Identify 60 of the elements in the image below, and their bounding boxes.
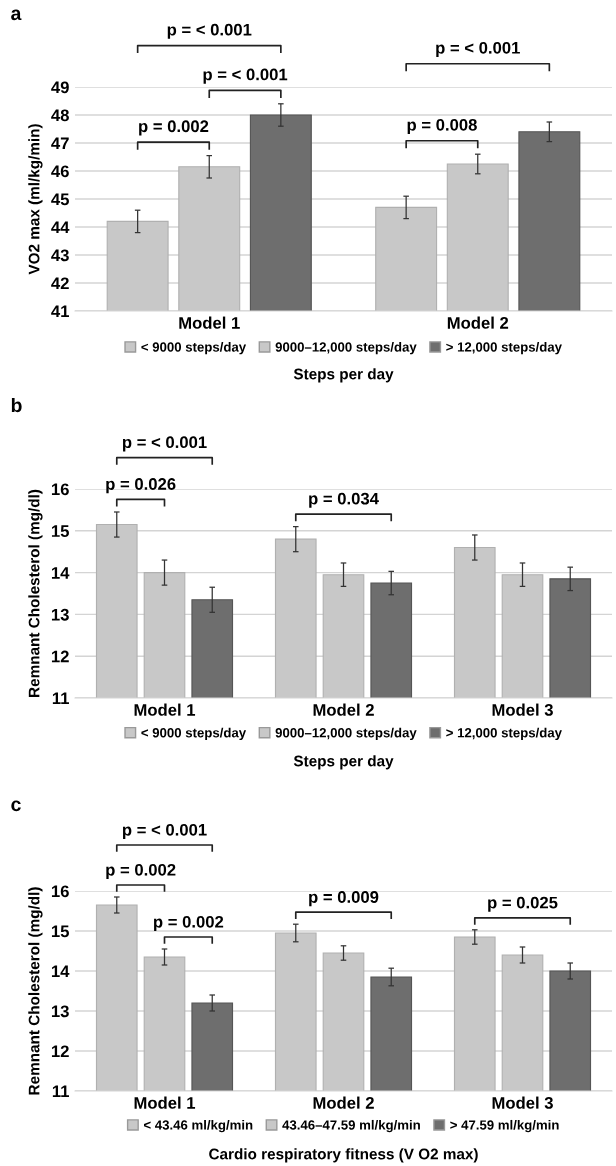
y-tick-label: 14: [51, 567, 70, 579]
legend-label: > 47.59 ml/kg/min: [450, 1119, 559, 1133]
x-tick-label: Model 3: [492, 703, 553, 716]
annotation: p = 0.002: [139, 120, 209, 136]
chart-title: b: [11, 397, 22, 413]
y-tick-label: 16: [51, 885, 69, 898]
y-tick-label: 46: [51, 165, 69, 178]
legend-label: 9000–12,000 steps/day: [275, 727, 417, 741]
y-tick-label: 47: [51, 137, 69, 150]
x-tick-label: Model 1: [134, 1096, 196, 1109]
text: p = 0.002: [106, 863, 176, 879]
y-tick-label: 43: [51, 249, 69, 262]
annotation: p = 0.025: [488, 896, 558, 912]
chart-title: c: [11, 800, 21, 812]
legend-label: < 43.46 ml/kg/min: [144, 1119, 253, 1133]
y-axis-title: Remnant Cholesterol (mg/dl): [28, 489, 43, 697]
y-tick-label: 42: [51, 277, 69, 290]
y-tick-label: 13: [51, 1005, 69, 1018]
text: p = < 0.001: [167, 23, 252, 39]
x-tick-label: Model 2: [313, 1096, 374, 1109]
chart-title: a: [11, 9, 22, 21]
legend-label: 43.46–47.59 ml/kg/min: [282, 1119, 420, 1133]
y-tick-label: 14: [51, 965, 70, 978]
y-tick-label: 41: [51, 305, 69, 318]
y-tick-label: 49: [51, 81, 69, 94]
x-tick-label: Model 3: [492, 1096, 553, 1109]
y-axis-title: VO2 max (ml/kg/min): [28, 124, 43, 275]
x-axis-title: Steps per day: [293, 755, 394, 770]
text: p = < 0.001: [122, 823, 207, 839]
legend-label: 9000–12,000 steps/day: [275, 341, 417, 355]
x-tick-label: Model 2: [313, 703, 374, 716]
legend-label: > 12,000 steps/day: [446, 727, 562, 741]
y-tick-label: 15: [51, 925, 69, 938]
annotation: p = 0.009: [309, 891, 379, 907]
annotation: p = 0.034: [309, 492, 379, 508]
x-axis-title: Steps per day: [293, 368, 394, 383]
legend-label: < 9000 steps/day: [141, 341, 247, 355]
legend-label: < 9000 steps/day: [141, 727, 247, 741]
x-tick-label: Model 1: [134, 703, 196, 716]
legend-label: > 12,000 steps/day: [446, 341, 562, 355]
y-tick-label: 11: [52, 1085, 69, 1098]
text: p = < 0.001: [436, 41, 520, 58]
y-axis-title: Remnant Cholesterol (mg/dl): [28, 887, 43, 1095]
text: p = < 0.001: [203, 68, 288, 84]
y-tick-label: 15: [51, 525, 69, 537]
text: p = < 0.001: [122, 436, 207, 452]
annotation: p = 0.026: [106, 478, 176, 494]
x-tick-label: Model 2: [447, 316, 509, 329]
x-tick-label: Model 1: [179, 316, 240, 329]
annotation: p = 0.002: [154, 915, 224, 931]
y-tick-label: 48: [51, 109, 69, 122]
y-tick-label: 12: [51, 1045, 69, 1058]
y-tick-label: 12: [51, 650, 69, 663]
y-tick-label: 45: [51, 193, 69, 206]
y-tick-label: 16: [51, 483, 69, 496]
y-tick-label: 13: [51, 608, 69, 621]
x-axis-title: Cardio respiratory fitness (V O2 max): [209, 1148, 478, 1163]
y-tick-label: 11: [52, 692, 69, 705]
y-tick-label: 44: [51, 221, 70, 234]
annotation: p = 0.008: [407, 118, 477, 135]
